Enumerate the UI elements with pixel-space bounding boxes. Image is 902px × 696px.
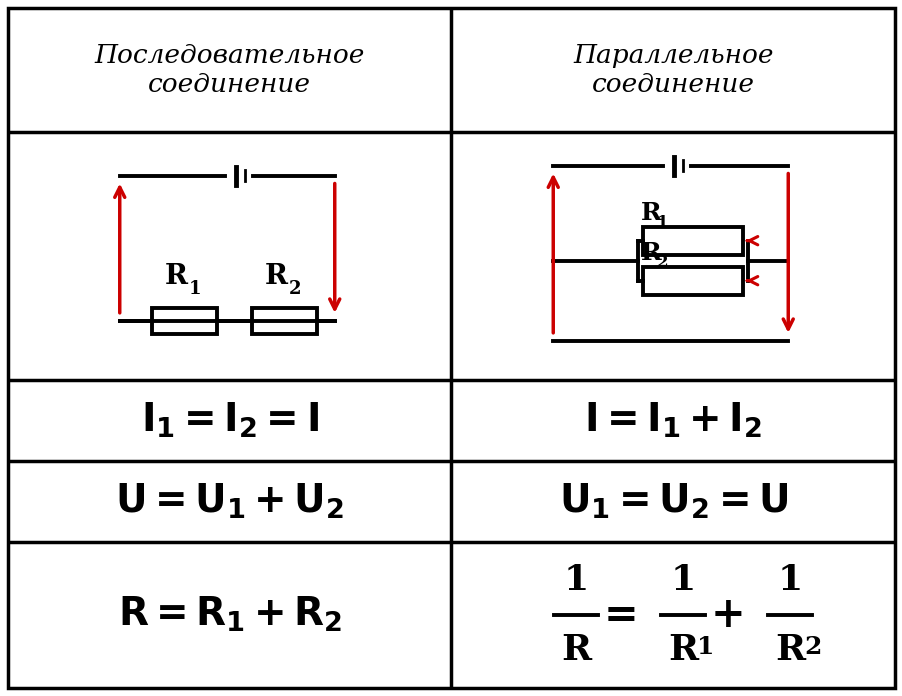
Text: 2: 2 xyxy=(804,635,821,659)
Text: $\mathbf{I_1 = I_2 = I}$: $\mathbf{I_1 = I_2 = I}$ xyxy=(141,400,318,440)
Text: R: R xyxy=(560,633,591,667)
FancyBboxPatch shape xyxy=(642,267,742,294)
Text: 1: 1 xyxy=(657,214,668,230)
Text: Параллельное
соединение: Параллельное соединение xyxy=(573,43,773,97)
Text: 1: 1 xyxy=(696,635,713,659)
Text: =: = xyxy=(603,594,638,636)
Text: R: R xyxy=(265,262,288,290)
Text: 1: 1 xyxy=(563,563,588,597)
Text: 1: 1 xyxy=(777,563,802,597)
FancyBboxPatch shape xyxy=(252,308,317,333)
Text: +: + xyxy=(710,594,745,636)
FancyBboxPatch shape xyxy=(642,227,742,255)
FancyBboxPatch shape xyxy=(152,308,217,333)
Text: 2: 2 xyxy=(288,280,300,298)
Text: R: R xyxy=(774,633,805,667)
Text: 2: 2 xyxy=(657,253,668,271)
Text: $\mathbf{U = U_1 + U_2}$: $\mathbf{U = U_1 + U_2}$ xyxy=(115,482,344,521)
Text: R: R xyxy=(667,633,697,667)
Text: R: R xyxy=(640,200,661,225)
Text: Последовательное
соединение: Последовательное соединение xyxy=(95,43,364,97)
Text: $\mathbf{U_1 = U_2 = U}$: $\mathbf{U_1 = U_2 = U}$ xyxy=(558,482,787,521)
Text: R: R xyxy=(640,241,661,264)
Text: 1: 1 xyxy=(670,563,695,597)
Text: 1: 1 xyxy=(189,280,201,298)
Text: $\mathbf{R = R_1 + R_2}$: $\mathbf{R = R_1 + R_2}$ xyxy=(117,595,342,635)
Text: $\mathbf{I = I_1 + I_2}$: $\mathbf{I = I_1 + I_2}$ xyxy=(584,400,761,440)
Text: R: R xyxy=(165,262,188,290)
